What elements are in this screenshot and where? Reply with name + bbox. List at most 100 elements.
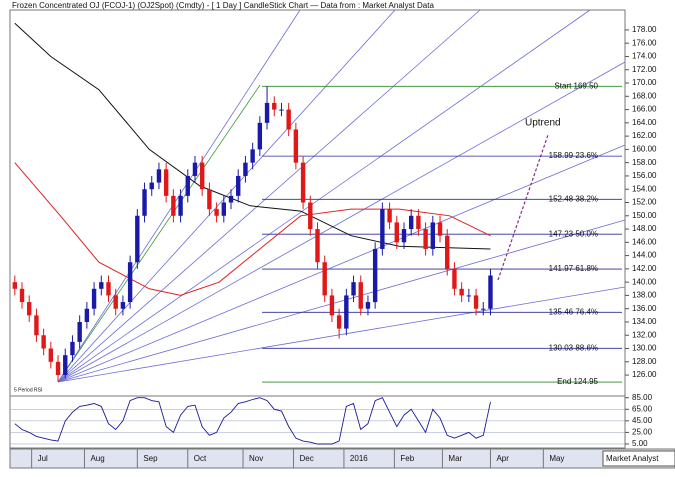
y-tick-label: 146.00 (632, 237, 657, 246)
candle-body (308, 202, 313, 230)
candle-body (120, 302, 126, 309)
candle-body (163, 169, 169, 196)
candle-body (257, 122, 263, 150)
candle-body (185, 175, 190, 196)
candle-body (113, 295, 118, 309)
fib-label: 135.46 76.4% (549, 307, 598, 316)
candle-body (380, 209, 385, 249)
y-tick-label: 132.00 (632, 330, 657, 339)
candle-body (207, 189, 212, 210)
candle-body (423, 229, 428, 249)
candle-body (41, 335, 46, 349)
candle-body (12, 282, 18, 289)
y-tick-label: 140.00 (632, 277, 657, 286)
candle-body (55, 361, 61, 376)
uptrend-line (497, 134, 549, 281)
candle-body (481, 308, 486, 310)
candle-body (70, 341, 75, 356)
fib-label: 147.23 50.0% (549, 229, 598, 238)
fan-line (57, 286, 626, 383)
candle-body (401, 229, 407, 243)
fan-line (57, 61, 626, 383)
candle-body (329, 295, 335, 316)
candle-body (199, 162, 205, 190)
fib-label: 141.97 61.8% (549, 264, 598, 273)
candle-body (236, 175, 241, 196)
y-tick-label: 178.00 (632, 25, 657, 34)
rsi-line (14, 397, 491, 445)
chart-title: Frozen Concentrated OJ (FCOJ-1) (OJ2Spot… (12, 1, 434, 10)
y-tick-label: 136.00 (632, 304, 657, 313)
candle-body (459, 288, 464, 296)
candle-body (243, 162, 248, 176)
candle-body (272, 102, 277, 110)
candle-body (264, 102, 270, 123)
fan-line (57, 9, 591, 383)
candle-body (394, 222, 399, 243)
x-tick-label: Mar (448, 454, 462, 463)
candle-body (77, 321, 82, 342)
x-tick-label: Nov (249, 454, 263, 463)
candle-body (452, 268, 457, 289)
x-tick-label: Jul (38, 454, 48, 463)
candle-body (408, 215, 414, 230)
fib-label: 158.99 23.6% (549, 151, 598, 160)
x-tick-label: Oct (194, 454, 207, 463)
fib-label: 152.48 38.2% (549, 194, 598, 203)
fib-label: 130.03 88.6% (549, 343, 598, 352)
candle-body (322, 262, 327, 296)
y-tick-label: 154.00 (632, 184, 657, 193)
candle-body (34, 315, 39, 336)
fan-line (57, 9, 481, 383)
y-tick-label: 126.00 (632, 370, 657, 379)
gann-fan (57, 9, 626, 383)
fib-label: End 124.95 (557, 377, 598, 386)
y-tick-label: 152.00 (632, 198, 657, 207)
rsi-tick-label: 5.00 (632, 439, 648, 448)
rsi-tick-label: 45.00 (632, 416, 653, 425)
candle-body (416, 215, 421, 230)
footer: Market Analyst (606, 454, 659, 463)
y-tick-label: 156.00 (632, 171, 657, 180)
rsi-label: 5 Period RSI (14, 387, 42, 393)
candle-body (445, 235, 450, 269)
candle-body (171, 195, 176, 216)
candle-body (27, 302, 32, 316)
x-tick-label: Sep (143, 454, 158, 463)
x-tick-label: Apr (496, 454, 509, 463)
moving-average (14, 162, 491, 296)
candle-body (372, 248, 378, 303)
x-axis-strip (9, 448, 675, 469)
candle-body (135, 215, 140, 263)
y-tick-label: 128.00 (632, 357, 657, 366)
y-tick-label: 144.00 (632, 251, 657, 260)
candle-body (387, 209, 392, 223)
y-tick-label: 176.00 (632, 38, 657, 47)
y-tick-label: 160.00 (632, 145, 657, 154)
footer-box (602, 450, 675, 467)
candle-body (91, 288, 97, 309)
candle-body (250, 149, 255, 163)
candle-body (221, 202, 227, 216)
fan-line (57, 84, 261, 383)
y-tick-label: 150.00 (632, 211, 657, 220)
y-tick-label: 148.00 (632, 224, 657, 233)
candle-body (99, 282, 104, 289)
x-tick-label: Aug (90, 454, 104, 463)
candle-body (315, 229, 320, 263)
candle-body (336, 315, 342, 329)
candle-body (142, 189, 147, 216)
y-tick-label: 164.00 (632, 118, 657, 127)
rsi-tick-label: 25.00 (632, 428, 653, 437)
candle-body (279, 109, 284, 111)
x-tick-label: Feb (400, 454, 414, 463)
y-tick-label: 142.00 (632, 264, 657, 273)
x-tick-label: 2016 (350, 454, 368, 463)
y-tick-label: 138.00 (632, 291, 657, 300)
y-tick-label: 130.00 (632, 344, 657, 353)
y-tick-label: 170.00 (632, 78, 657, 87)
x-tick-label: May (549, 454, 564, 463)
candle-body (178, 195, 183, 216)
